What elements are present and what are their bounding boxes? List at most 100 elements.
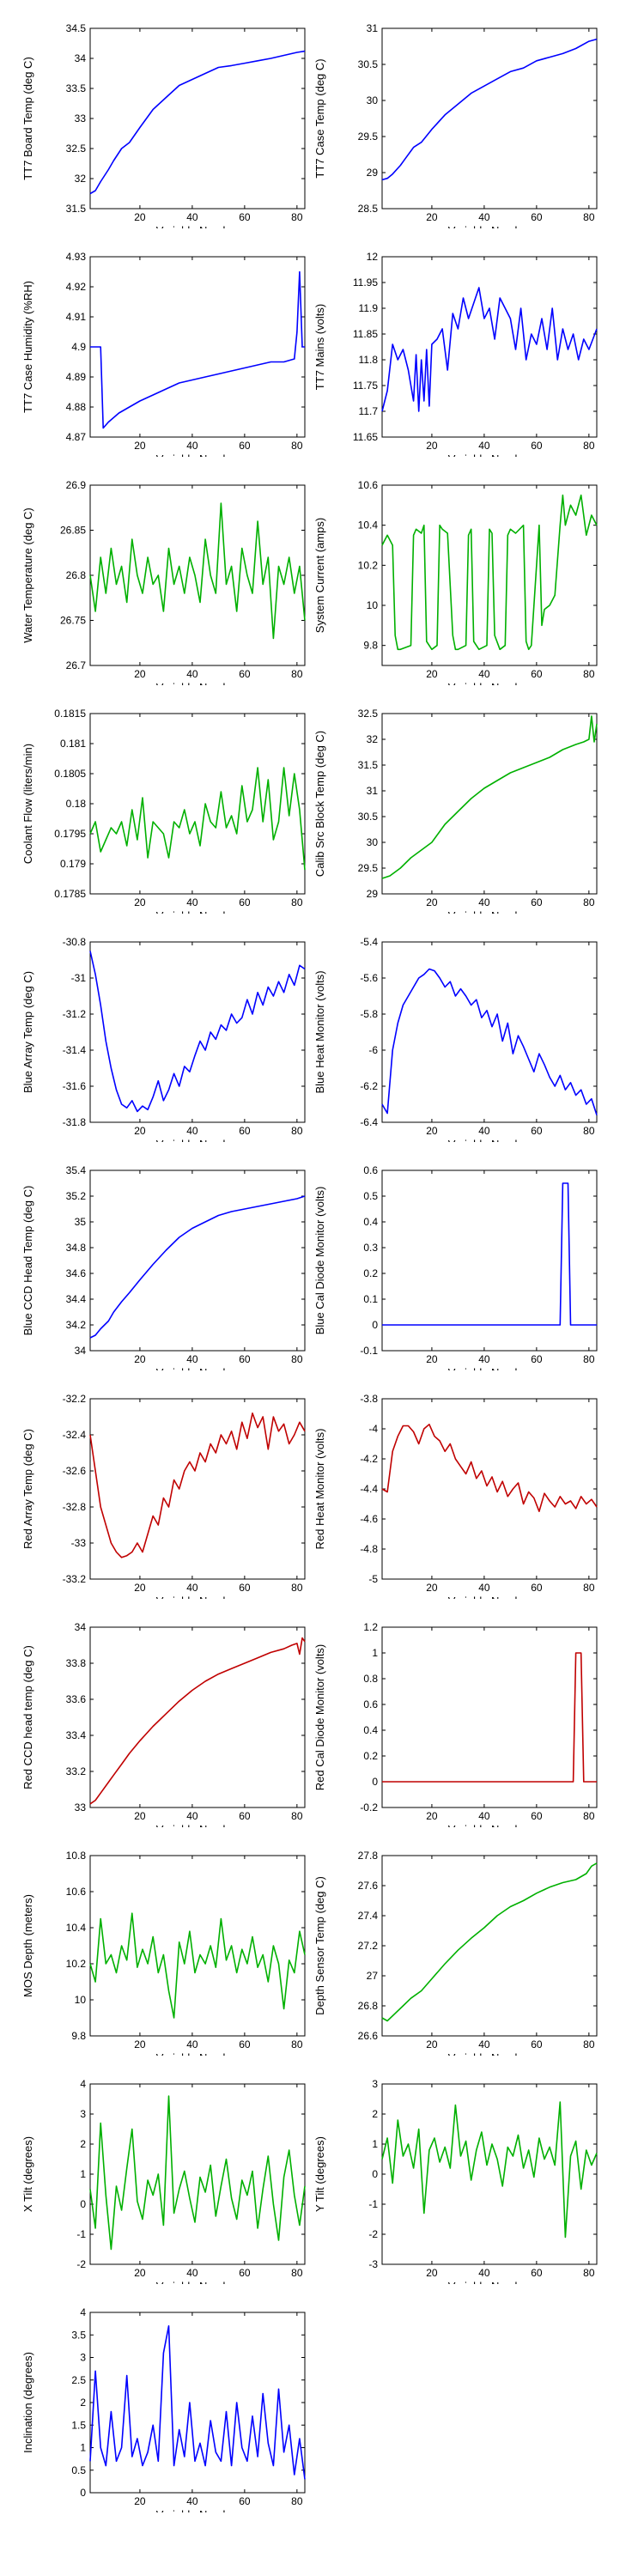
x-tick-label: 80: [583, 1810, 595, 1822]
x-tick-label: 80: [291, 2267, 303, 2279]
chart-8: 20 40 60 80 29 29.5 30 30.5 31 31.5 32 32.5 Variable…: [313, 708, 598, 914]
x-tick-label: 40: [478, 440, 490, 452]
x-tick-label: 60: [531, 2267, 543, 2279]
x-tick-label: 40: [478, 2038, 490, 2050]
y-tick-label: 33.4: [66, 1729, 87, 1741]
x-tick-label: 20: [134, 1353, 146, 1365]
y-tick-label: 26.6: [358, 2030, 379, 2042]
series-line: [381, 1862, 598, 2022]
x-tick-label: 80: [583, 1582, 595, 1594]
y-tick-label: -32.6: [63, 1465, 87, 1477]
chart-17: 20 40 60 80 9.8 10 10.2 10.4 10.6 10.8 Variable Nu…: [21, 1850, 306, 2056]
x-axis-label: Variable Number: [156, 2508, 240, 2512]
y-tick-label: -6.4: [360, 1116, 378, 1128]
x-tick-label: 60: [239, 896, 251, 908]
y-tick-label: 35: [75, 1216, 87, 1228]
y-tick-label: 0.2: [363, 1750, 378, 1762]
series-line: [381, 2101, 598, 2239]
plot-frame: [89, 1626, 306, 1808]
y-tick-label: 0.1785: [54, 888, 86, 900]
x-tick-label: 40: [186, 1810, 198, 1822]
y-tick-label: 28.5: [358, 203, 379, 215]
y-tick-label: 10.4: [66, 1922, 87, 1934]
y-tick-label: 0.8: [363, 1673, 378, 1685]
y-tick-label: -6.2: [360, 1080, 378, 1092]
x-tick-label: 40: [478, 211, 490, 223]
y-tick-label: 27: [367, 1970, 379, 1982]
series-line: [89, 1195, 306, 1339]
x-tick-label: 60: [239, 668, 251, 680]
plot-frame: [89, 1855, 306, 2037]
plot-frame: [89, 941, 306, 1123]
x-tick-label: 80: [583, 668, 595, 680]
series-line: [89, 50, 306, 195]
x-tick-label: 60: [239, 1810, 251, 1822]
y-axis-label: Blue Cal Diode Monitor (volts): [313, 1187, 326, 1335]
x-tick-label: 20: [134, 1810, 146, 1822]
x-axis-label: Variable Number: [156, 1823, 240, 1827]
x-tick-label: 40: [478, 1125, 490, 1137]
plot-frame: [89, 2083, 306, 2265]
y-tick-label: 10.6: [358, 479, 379, 491]
y-tick-label: -6: [368, 1044, 378, 1056]
x-axis-label: Variable Number: [448, 1138, 532, 1142]
y-tick-label: -32.4: [63, 1429, 87, 1441]
x-axis-label: Variable Number: [448, 1366, 532, 1370]
x-tick-label: 20: [134, 440, 146, 452]
y-tick-label: 0.3: [363, 1242, 378, 1254]
y-tick-label: 4.89: [66, 371, 87, 383]
y-tick-label: -0.2: [360, 1801, 378, 1814]
x-tick-label: 40: [186, 668, 198, 680]
plot-frame: [381, 1398, 598, 1580]
x-axis-label: Variable Number: [448, 2051, 532, 2056]
chart-1: 20 40 60 80 31.5 32 32.5 33 33.5 34 34.5 Variable N…: [21, 22, 306, 228]
y-tick-label: 32.5: [66, 143, 87, 155]
plot-frame: [381, 27, 598, 210]
y-tick-label: -5: [368, 1573, 378, 1585]
y-axis-label: Inclination (degrees): [21, 2352, 34, 2453]
plot-frame: [89, 1398, 306, 1580]
y-tick-label: 0.6: [363, 1698, 378, 1710]
y-tick-label: 3: [80, 2108, 86, 2120]
x-tick-label: 40: [478, 668, 490, 680]
y-tick-label: -1: [76, 2228, 86, 2240]
plot-frame: [89, 27, 306, 210]
chart-18: 20 40 60 80 26.6 26.8 27 27.2 27.4 27.6 27.8 Variab…: [313, 1850, 598, 2056]
x-axis-label: Variable Number: [156, 1138, 240, 1142]
chart-5: 20 40 60 80 26.7 26.75 26.8 26.85 26.9 Variable N…: [21, 479, 306, 685]
x-axis-label: Variable Number: [448, 453, 532, 457]
y-tick-label: 1: [80, 2442, 86, 2454]
y-tick-label: 31: [367, 785, 379, 797]
x-axis-label: Variable Number: [448, 1595, 532, 1599]
y-tick-label: 0.5: [71, 2464, 86, 2476]
y-tick-label: 0: [372, 1319, 378, 1331]
x-tick-label: 80: [291, 668, 303, 680]
plot-frame: [381, 2083, 598, 2265]
y-tick-label: -32.8: [63, 1501, 87, 1513]
y-tick-label: -1: [368, 2198, 378, 2210]
chart-10: 20 40 60 80 -6.4 -6.2 -6 -5.8 -5.6 -5.4 Variable N…: [313, 936, 598, 1142]
y-tick-label: -5.6: [360, 972, 378, 984]
x-axis-label: Variable Number: [156, 909, 240, 914]
x-tick-label: 80: [291, 1125, 303, 1137]
y-tick-label: 10.8: [66, 1850, 87, 1862]
y-axis-label: Red Array Temp (deg C): [21, 1429, 34, 1549]
y-tick-label: -5.4: [360, 936, 378, 948]
x-tick-label: 20: [426, 896, 438, 908]
x-tick-label: 20: [134, 2267, 146, 2279]
x-tick-label: 80: [583, 211, 595, 223]
chart-15: 20 40 60 80 33 33.2 33.4 33.6 33.8 34 Variable Num…: [21, 1621, 306, 1827]
y-tick-label: 0.6: [363, 1164, 378, 1176]
y-tick-label: -4.6: [360, 1513, 378, 1525]
x-axis-label: Variable Number: [448, 224, 532, 228]
y-tick-label: 34: [75, 52, 87, 64]
x-axis-label: Variable Number: [156, 1366, 240, 1370]
y-tick-label: 33.2: [66, 1765, 87, 1777]
x-tick-label: 20: [134, 2038, 146, 2050]
y-tick-label: 35.4: [66, 1164, 87, 1176]
x-tick-label: 60: [239, 1353, 251, 1365]
chart-2: 20 40 60 80 28.5 29 29.5 30 30.5 31 Variable Numbe…: [313, 22, 598, 228]
series-line: [89, 2095, 306, 2251]
x-tick-label: 60: [239, 2495, 251, 2507]
